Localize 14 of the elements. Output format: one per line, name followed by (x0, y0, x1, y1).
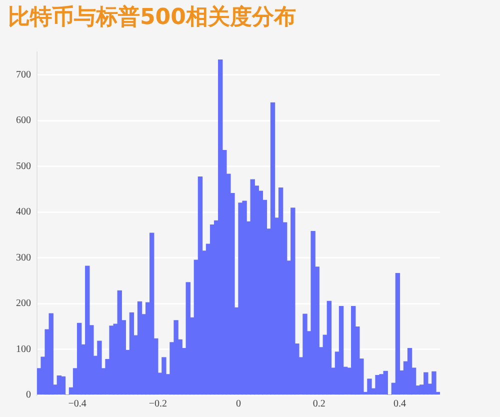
x-tick-label: 0 (236, 398, 241, 410)
y-tick-label: 300 (16, 252, 31, 264)
y-tick-label: 400 (16, 206, 31, 218)
y-tick-label: 200 (16, 298, 31, 310)
y-tick-label: 0 (26, 390, 31, 401)
x-tick-label: −0.2 (148, 398, 167, 410)
x-tick-label: 0.4 (393, 398, 406, 410)
y-tick-label: 600 (16, 115, 31, 126)
chart-title: 比特币与标普500相关度分布 (8, 4, 296, 32)
x-tick-label: −0.4 (68, 398, 86, 410)
y-tick-label: 100 (16, 344, 31, 355)
y-tick-label: 500 (16, 160, 31, 172)
y-tick-label: 700 (16, 69, 31, 80)
x-tick-label: 0.2 (312, 398, 326, 410)
